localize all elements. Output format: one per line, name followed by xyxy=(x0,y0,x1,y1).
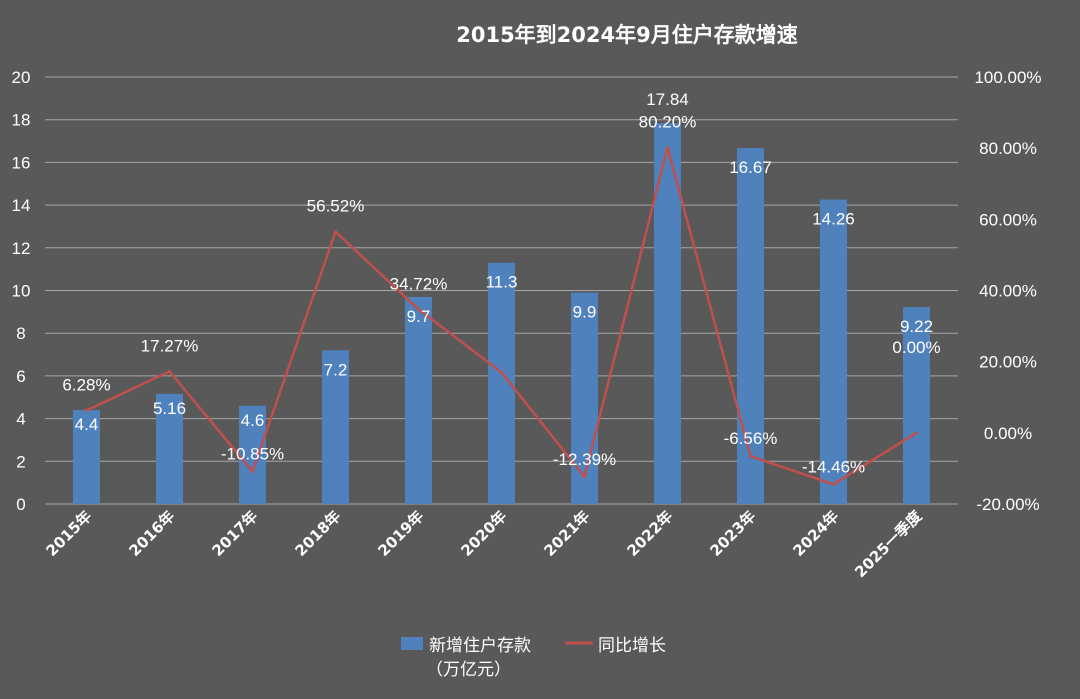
bar-series xyxy=(73,123,930,504)
line-point xyxy=(583,475,586,479)
bar xyxy=(405,296,432,504)
line-data-label: -6.56% xyxy=(724,429,778,448)
bar-data-label: 9.9 xyxy=(573,303,597,322)
bar-data-labels: 4.4 5.16 4.6 7.2 9.7 11.3 9.9 17.84 16.67 14.26 9.… xyxy=(75,90,933,434)
bar xyxy=(322,350,349,504)
line-series xyxy=(85,145,918,486)
x-tick-label: 2016年 xyxy=(125,507,178,560)
line-data-label: 80.20% xyxy=(639,112,697,131)
x-tick-label: 2022年 xyxy=(623,507,676,560)
x-tick-label: 2017年 xyxy=(208,507,261,560)
x-tick-label: 2015年 xyxy=(42,507,95,560)
line-data-label: 34.72% xyxy=(390,274,448,293)
line-point xyxy=(749,454,752,458)
line-data-label: 0.00% xyxy=(892,338,940,357)
x-tick-label: 2023年 xyxy=(706,507,759,560)
right-tick-label: 40.00% xyxy=(979,282,1037,301)
bar-data-label: 7.2 xyxy=(324,360,348,379)
bar-data-label: 4.4 xyxy=(75,415,99,434)
bar-data-label: 5.16 xyxy=(153,399,186,418)
line-point xyxy=(168,369,171,373)
line-point xyxy=(500,370,503,374)
left-tick-label: 4 xyxy=(16,410,25,429)
legend-bar-swatch xyxy=(401,637,423,650)
bar xyxy=(820,199,847,504)
left-axis-ticks: 0 2 4 6 8 10 12 14 16 18 20 xyxy=(12,68,31,514)
line-data-label: 56.52% xyxy=(307,197,365,216)
line-data-label: -10.85% xyxy=(221,444,284,463)
line-data-label: -12.39% xyxy=(553,450,616,469)
left-tick-label: 0 xyxy=(16,495,25,514)
right-tick-label: 100.00% xyxy=(974,68,1041,87)
line-data-label: 6.28% xyxy=(62,375,110,394)
line-data-labels: 6.28% 17.27% -10.85% 56.52% 34.72% -12.39% 80.… xyxy=(62,112,940,476)
bar xyxy=(737,148,764,504)
line-point xyxy=(251,469,254,473)
left-tick-label: 2 xyxy=(16,452,25,471)
right-tick-label: 20.00% xyxy=(979,353,1037,372)
bar xyxy=(239,405,266,504)
left-tick-label: 10 xyxy=(12,282,31,301)
bar-data-label: 4.6 xyxy=(241,411,265,430)
bar-data-label: 17.84 xyxy=(646,90,689,109)
line-data-label: 17.27% xyxy=(141,336,199,355)
bar xyxy=(571,292,598,504)
x-tick-label: 2020年 xyxy=(457,507,510,560)
x-tick-label: 2025一季度 xyxy=(851,506,926,581)
x-axis-ticks: 2015年 2016年 2017年 2018年 2019年 2020年 2021年 2022年… xyxy=(42,506,926,581)
line-point xyxy=(666,145,669,149)
line-point xyxy=(832,482,835,486)
bar-data-label: 11.3 xyxy=(486,273,518,292)
left-tick-label: 12 xyxy=(12,239,31,258)
left-tick-label: 14 xyxy=(12,196,31,215)
x-tick-label: 2024年 xyxy=(789,507,842,560)
bar xyxy=(73,410,100,504)
bar-data-label: 9.7 xyxy=(407,307,431,326)
legend: 新增住户存款 （万亿元） 同比增长 xyxy=(401,636,666,680)
bar-data-label: 14.26 xyxy=(812,210,855,229)
right-tick-label: -20.00% xyxy=(976,495,1039,514)
left-tick-label: 6 xyxy=(16,367,25,386)
left-tick-label: 18 xyxy=(12,111,31,130)
line-point xyxy=(334,230,337,234)
x-tick-label: 2021年 xyxy=(540,507,593,560)
bar-data-label: 9.22 xyxy=(900,317,933,336)
chart-title: 2015年到2024年9月住户存款增速 xyxy=(456,23,798,47)
line-data-label: -14.46% xyxy=(802,457,865,476)
legend-line-label: 同比增长 xyxy=(598,636,666,656)
x-tick-label: 2018年 xyxy=(291,507,344,560)
legend-bar-label-line1: 新增住户存款 xyxy=(429,636,531,656)
bar xyxy=(903,307,930,504)
line-point xyxy=(85,408,88,412)
legend-bar-label-line2: （万亿元） xyxy=(426,660,511,680)
bar-data-label: 16.67 xyxy=(729,158,772,177)
x-tick-label: 2019年 xyxy=(374,507,427,560)
left-tick-label: 8 xyxy=(16,324,25,343)
left-tick-label: 16 xyxy=(12,153,31,172)
left-tick-label: 20 xyxy=(12,68,31,87)
right-axis-ticks: -20.00% 0.00% 20.00% 40.00% 60.00% 80.00% 100.… xyxy=(974,68,1041,514)
line-point xyxy=(417,307,420,311)
right-tick-label: 60.00% xyxy=(979,210,1037,229)
bar xyxy=(156,393,183,504)
right-tick-label: 80.00% xyxy=(979,139,1037,158)
right-tick-label: 0.00% xyxy=(984,424,1032,443)
line-point xyxy=(915,431,918,435)
